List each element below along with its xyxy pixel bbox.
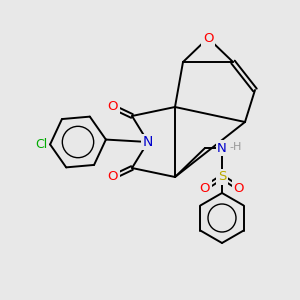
Text: O: O bbox=[203, 32, 213, 44]
Text: Cl: Cl bbox=[35, 138, 47, 151]
Text: N: N bbox=[217, 142, 227, 154]
Text: Cl: Cl bbox=[35, 138, 47, 151]
Text: O: O bbox=[234, 182, 244, 194]
Text: O: O bbox=[108, 170, 118, 184]
Text: O: O bbox=[200, 182, 210, 194]
Text: S: S bbox=[218, 170, 226, 184]
Text: O: O bbox=[108, 100, 118, 113]
Text: N: N bbox=[143, 135, 153, 149]
Text: -H: -H bbox=[229, 142, 242, 152]
